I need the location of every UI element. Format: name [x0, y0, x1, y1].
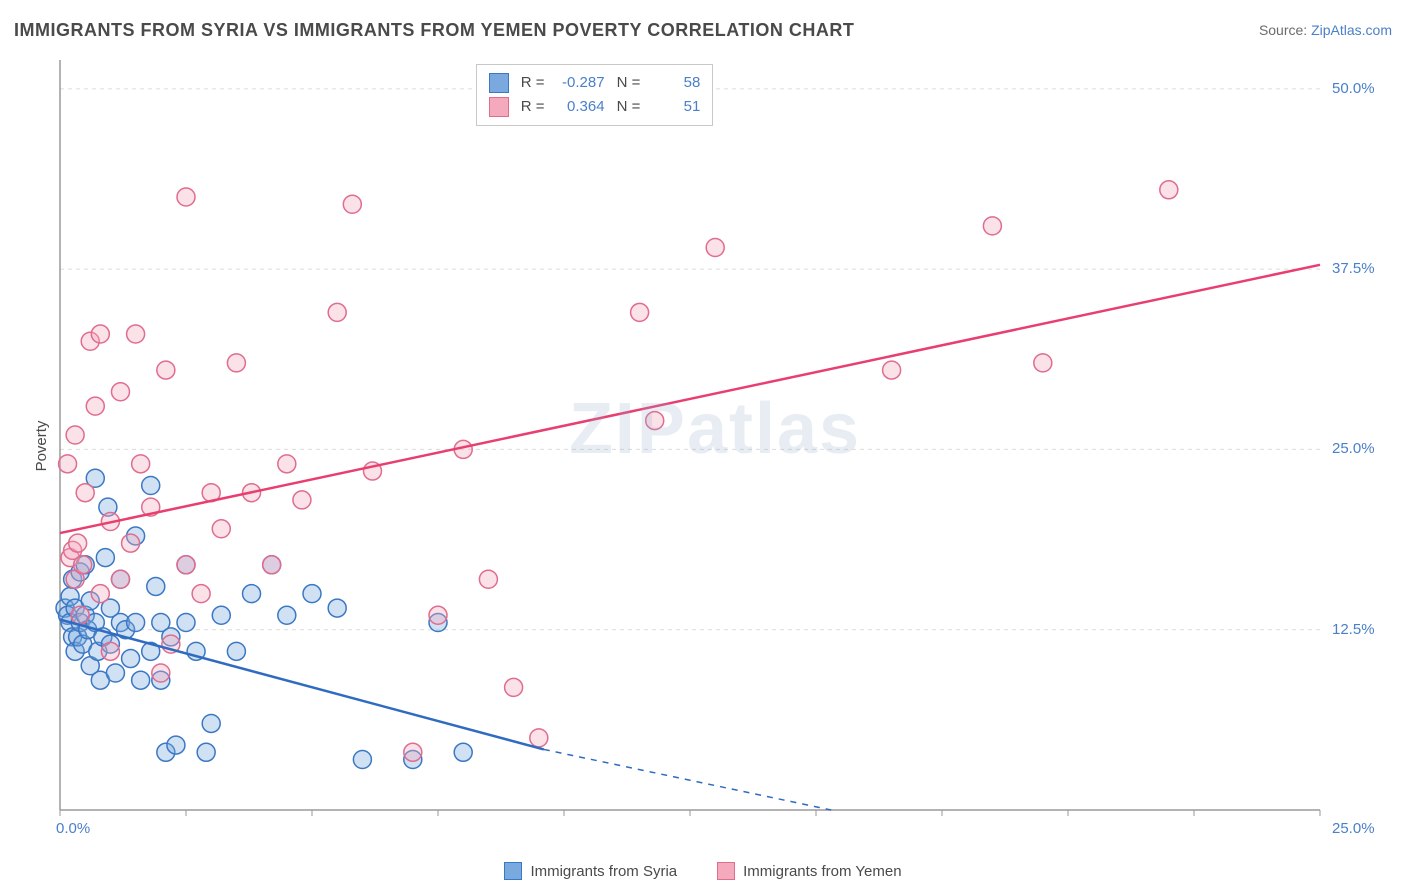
legend-item-syria: Immigrants from Syria — [504, 862, 677, 880]
stat-r-value-syria: -0.287 — [553, 71, 605, 95]
scatter-chart — [50, 50, 1380, 840]
stats-legend: R = -0.287 N = 58 R = 0.364 N = 51 — [476, 64, 714, 126]
plot-area: ZIPatlas R = -0.287 N = 58 R = 0.364 N =… — [50, 50, 1380, 840]
y-tick-label: 50.0% — [1332, 80, 1375, 97]
legend-swatch-yemen — [717, 862, 735, 880]
y-tick-label: 12.5% — [1332, 621, 1375, 638]
legend-label-yemen: Immigrants from Yemen — [743, 863, 901, 880]
legend-swatch-yemen — [489, 97, 509, 117]
x-tick-label-min: 0.0% — [56, 820, 90, 837]
series-legend: Immigrants from Syria Immigrants from Ye… — [0, 862, 1406, 880]
source-link[interactable]: ZipAtlas.com — [1311, 22, 1392, 38]
stat-n-value-yemen: 51 — [648, 95, 700, 119]
y-axis-label: Poverty — [33, 421, 50, 472]
source-credit: Source: ZipAtlas.com — [1259, 22, 1392, 38]
legend-swatch-syria — [504, 862, 522, 880]
stat-r-value-yemen: 0.364 — [553, 95, 605, 119]
stat-n-label: N = — [617, 71, 641, 95]
stat-n-value-syria: 58 — [648, 71, 700, 95]
x-tick-label-max: 25.0% — [1332, 820, 1375, 837]
legend-swatch-syria — [489, 73, 509, 93]
y-tick-label: 37.5% — [1332, 260, 1375, 277]
stats-row-syria: R = -0.287 N = 58 — [489, 71, 701, 95]
stat-r-label: R = — [521, 71, 545, 95]
stats-row-yemen: R = 0.364 N = 51 — [489, 95, 701, 119]
chart-container: IMMIGRANTS FROM SYRIA VS IMMIGRANTS FROM… — [0, 0, 1406, 892]
stat-n-label: N = — [617, 95, 641, 119]
stat-r-label: R = — [521, 95, 545, 119]
y-tick-label: 25.0% — [1332, 440, 1375, 457]
legend-label-syria: Immigrants from Syria — [530, 863, 677, 880]
source-label: Source: — [1259, 22, 1311, 38]
legend-item-yemen: Immigrants from Yemen — [717, 862, 901, 880]
chart-title: IMMIGRANTS FROM SYRIA VS IMMIGRANTS FROM… — [14, 20, 854, 41]
